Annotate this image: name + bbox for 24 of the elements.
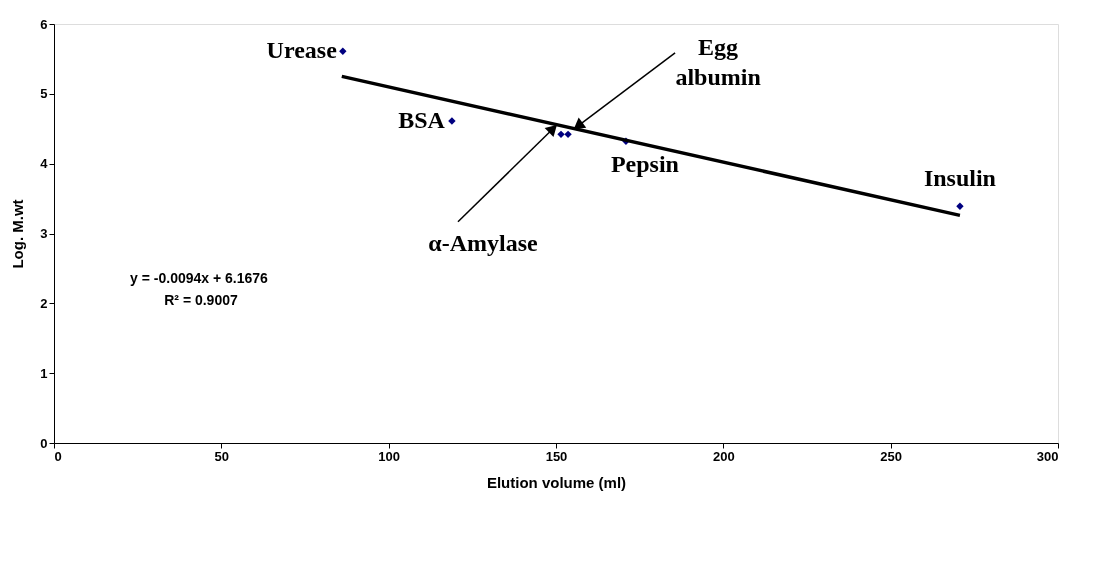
x-tick-label: 300 <box>1036 448 1059 464</box>
y-tick-label: 5 <box>40 86 48 102</box>
annotation: Insulin <box>923 165 996 192</box>
annotation: BSA <box>398 107 446 134</box>
x-tick-label: 200 <box>712 448 735 464</box>
y-tick-label: 0 <box>40 435 48 451</box>
annotation: R² = 0.9007 <box>164 292 238 308</box>
annotation: y = -0.0094x + 6.1676 <box>130 270 269 286</box>
annotation: Egg albumin <box>675 33 761 90</box>
y-tick-label: 2 <box>40 295 48 311</box>
y-tick-label: 6 <box>40 16 48 32</box>
y-tick-label: 4 <box>40 156 49 172</box>
annotation: α-Amylase <box>428 229 539 256</box>
annotation: Urease <box>266 37 338 64</box>
x-tick-label: 150 <box>545 448 568 464</box>
x-tick-label: 250 <box>880 448 903 464</box>
y-tick-label: 1 <box>40 365 48 381</box>
y-axis-title: Log. M.wt <box>9 199 27 269</box>
x-tick-label: 0 <box>54 448 62 464</box>
annotation: Pepsin <box>610 151 679 178</box>
y-tick-label: 3 <box>40 226 48 241</box>
x-tick-label: 50 <box>214 448 230 464</box>
x-tick-label: 100 <box>378 448 401 464</box>
x-axis-title: Elution volume (ml) <box>486 473 627 491</box>
